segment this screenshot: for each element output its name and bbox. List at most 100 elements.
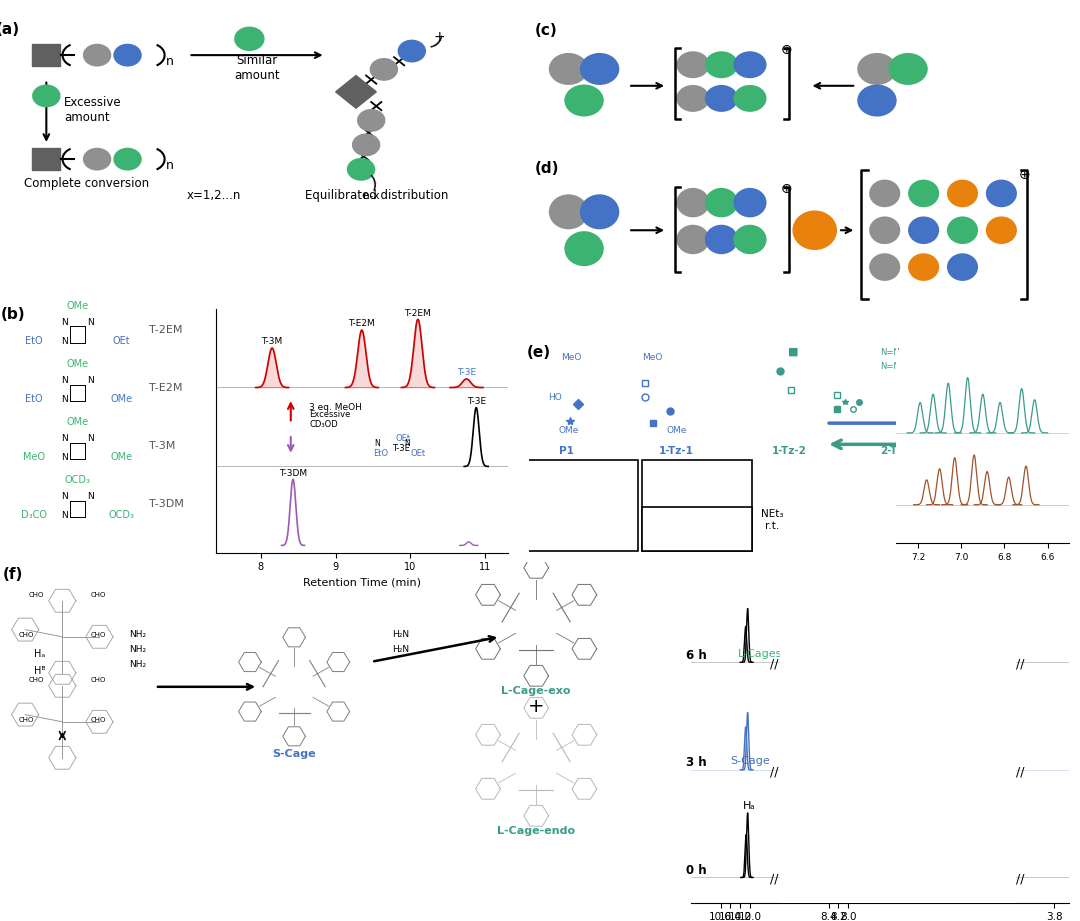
Text: 1 eqv. 2-Tz-2: 1 eqv. 2-Tz-2 — [667, 522, 726, 531]
Text: N-N: N-N — [562, 506, 579, 515]
Text: 6 h: 6 h — [686, 648, 707, 661]
Text: 2 eqv. P2: 2 eqv. P2 — [673, 494, 720, 504]
Circle shape — [908, 180, 940, 207]
Circle shape — [565, 231, 604, 266]
Circle shape — [705, 188, 738, 217]
Text: L-Cage-exo: L-Cage-exo — [501, 686, 571, 696]
Text: CHO: CHO — [18, 717, 33, 723]
Text: N: N — [62, 376, 68, 385]
Text: Equilibrated distribution: Equilibrated distribution — [305, 190, 448, 203]
Text: ⊕: ⊕ — [781, 43, 792, 57]
Text: n: n — [165, 158, 174, 171]
Text: OMe: OMe — [559, 426, 579, 435]
Circle shape — [369, 58, 399, 81]
FancyBboxPatch shape — [528, 460, 638, 551]
Text: (b): (b) — [1, 308, 25, 322]
Circle shape — [947, 216, 978, 244]
Text: (a): (a) — [0, 22, 19, 38]
Text: OMe: OMe — [110, 452, 132, 462]
Text: P1: P1 — [559, 446, 573, 456]
Circle shape — [113, 147, 141, 170]
Text: Cl: Cl — [599, 506, 608, 515]
Circle shape — [908, 216, 940, 244]
Text: 1 eqv. 1-Tz-1: 1 eqv. 1-Tz-1 — [665, 480, 728, 490]
Circle shape — [869, 253, 901, 281]
Text: OMe: OMe — [67, 301, 89, 310]
Text: 0 h: 0 h — [686, 864, 707, 877]
Text: 1 eqv.: 1 eqv. — [567, 530, 594, 538]
Text: Reverse: Reverse — [897, 444, 955, 457]
Text: NH₂: NH₂ — [130, 645, 147, 654]
Circle shape — [549, 52, 589, 85]
Text: T-E2M: T-E2M — [349, 320, 375, 329]
Text: ): ) — [368, 174, 379, 193]
Text: T-3E: T-3E — [392, 444, 409, 452]
Text: r.t.: r.t. — [765, 521, 780, 531]
Text: ⊕: ⊕ — [781, 181, 792, 196]
Text: CHO: CHO — [29, 677, 44, 682]
Text: S-Cage: S-Cage — [730, 756, 770, 766]
Text: Complete conversion: Complete conversion — [25, 177, 149, 190]
Text: OMe: OMe — [110, 394, 132, 404]
Circle shape — [858, 85, 896, 117]
Text: CHO: CHO — [91, 632, 106, 638]
Text: Hₐ: Hₐ — [33, 648, 45, 659]
Circle shape — [580, 52, 619, 85]
Circle shape — [705, 85, 738, 111]
Text: D₃CO: D₃CO — [21, 510, 46, 520]
Text: Excessive
amount: Excessive amount — [64, 96, 122, 124]
Text: //: // — [770, 658, 779, 670]
Text: 1-Tz-1: 1-Tz-1 — [659, 446, 693, 456]
Text: 2 eqv. P2: 2 eqv. P2 — [556, 537, 602, 547]
Text: Cl: Cl — [540, 506, 549, 515]
Circle shape — [858, 52, 896, 85]
Circle shape — [113, 43, 141, 66]
Circle shape — [947, 253, 978, 281]
Text: x=1,2...n: x=1,2...n — [187, 190, 241, 203]
Text: L-Cage-endo: L-Cage-endo — [497, 826, 576, 836]
Text: //: // — [770, 765, 779, 778]
Circle shape — [705, 52, 738, 78]
Text: Forward: Forward — [671, 465, 723, 475]
Circle shape — [676, 188, 710, 217]
FancyBboxPatch shape — [642, 507, 752, 551]
Text: OMe: OMe — [667, 426, 687, 435]
Circle shape — [83, 147, 111, 170]
Text: N: N — [374, 439, 380, 449]
Text: OEt: OEt — [395, 435, 410, 443]
Circle shape — [83, 43, 111, 66]
Circle shape — [352, 134, 380, 157]
Text: CHO: CHO — [29, 592, 44, 598]
Text: CHO: CHO — [91, 592, 106, 598]
Text: N=N: N=N — [559, 517, 580, 525]
Text: T-3M: T-3M — [261, 337, 283, 346]
Text: 2-Tz-2: 2-Tz-2 — [880, 446, 915, 456]
Text: H₂N: H₂N — [392, 630, 409, 639]
Text: //: // — [1016, 765, 1024, 778]
Text: T-3E: T-3E — [457, 368, 476, 378]
Text: MeO: MeO — [23, 452, 45, 462]
Text: (d): (d) — [535, 161, 559, 176]
Circle shape — [733, 188, 767, 217]
Text: ): ) — [426, 35, 444, 52]
Text: N: N — [86, 492, 94, 501]
Circle shape — [986, 180, 1017, 207]
Text: P2: P2 — [1026, 446, 1041, 456]
Text: N: N — [62, 492, 68, 501]
Text: NH₂: NH₂ — [130, 630, 147, 639]
Circle shape — [947, 180, 978, 207]
Text: T-3E: T-3E — [467, 397, 486, 406]
Circle shape — [234, 27, 265, 51]
Circle shape — [565, 85, 604, 117]
Text: HO: HO — [549, 392, 562, 402]
Bar — [32, 148, 60, 170]
Circle shape — [793, 210, 837, 251]
Text: OEt: OEt — [410, 449, 426, 458]
Circle shape — [869, 216, 901, 244]
Text: L-Cages: L-Cages — [738, 649, 782, 659]
Circle shape — [705, 225, 738, 254]
Text: Similar
amount: Similar amount — [234, 54, 280, 82]
Circle shape — [986, 216, 1017, 244]
Text: ⊕: ⊕ — [1018, 168, 1030, 182]
Text: S-Cage: S-Cage — [272, 749, 316, 759]
